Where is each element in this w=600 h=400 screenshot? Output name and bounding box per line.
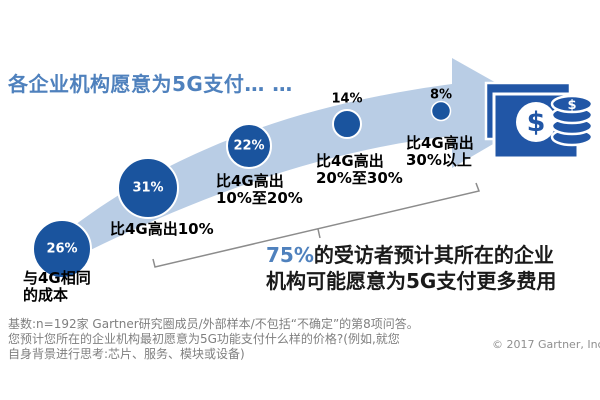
bubble-22 bbox=[226, 123, 272, 169]
bubble-value-26: 26% bbox=[46, 241, 78, 257]
footnote-line-3: 自身背景进行思考:芯片、服务、模块或设备) bbox=[8, 347, 245, 361]
dollar-circle-icon bbox=[516, 102, 556, 142]
bubble-label-line: 比4G高出 bbox=[406, 134, 474, 152]
annotation-callout: 75%的受访者预计其所在的企业 机构可能愿意为5G支付更多费用 bbox=[266, 242, 556, 294]
base-footnote: 基数:n=192家 Gartner研究圈成员/外部样本/不包括“不确定”的第8项… bbox=[8, 317, 478, 362]
bubble-31 bbox=[117, 157, 179, 219]
bubble-label-line: 比4G高出 bbox=[216, 172, 284, 190]
bubble-label-line: 与4G相同 bbox=[23, 269, 91, 287]
bubble-value-31: 31% bbox=[132, 180, 164, 196]
bubble-label-same-as-4g: 与4G相同 的成本 bbox=[23, 270, 91, 304]
annotation-line-2: 机构可能愿意为5G支付更多费用 bbox=[266, 269, 557, 293]
dollar-sign-icon: $ bbox=[527, 107, 546, 138]
bubble-value-14: 14% bbox=[331, 91, 363, 107]
annotation-bracket bbox=[152, 182, 481, 268]
annotation-highlight: 75% bbox=[266, 243, 314, 267]
bubble-label-line: 30%以上 bbox=[406, 151, 472, 169]
bubble-label-line: 比4G高出 bbox=[316, 152, 384, 170]
chart-title: 各企业机构愿意为5G支付… … bbox=[8, 72, 293, 96]
bubble-label-10pct-more: 比4G高出10% bbox=[110, 221, 214, 238]
bubble-label-line: 的成本 bbox=[23, 286, 69, 304]
annotation-text: 的受访者预计其所在的企业 bbox=[313, 243, 554, 267]
bubble-14 bbox=[332, 109, 362, 139]
bubble-label-line: 比4G高出10% bbox=[110, 220, 214, 238]
bubble-label-line: 10%至20% bbox=[216, 189, 303, 207]
coin-stack-icon: $ bbox=[550, 94, 594, 147]
money-icon: $ $ bbox=[484, 81, 594, 160]
annotation-line-1: 75%的受访者预计其所在的企业 bbox=[266, 242, 556, 268]
footnote-line-2: 您预计您所在的企业机构最初愿意为5G功能支付什么样的价格?(例如,就您 bbox=[8, 332, 400, 346]
bubble-label-20-30pct-more: 比4G高出 20%至30% bbox=[316, 153, 403, 187]
bubble-value-22: 22% bbox=[233, 138, 265, 154]
bubble-label-30pct-plus: 比4G高出 30%以上 bbox=[406, 135, 474, 169]
bubble-26 bbox=[32, 219, 92, 279]
bubble-value-8: 8% bbox=[429, 87, 453, 103]
coin-icon bbox=[550, 94, 594, 114]
bubble-8 bbox=[430, 100, 452, 122]
coin-dollar-sign-icon: $ bbox=[567, 98, 576, 113]
copyright-notice: © 2017 Gartner, Inc. bbox=[492, 338, 600, 351]
bubble-label-10-20pct-more: 比4G高出 10%至20% bbox=[216, 173, 303, 207]
footnote-line-1: 基数:n=192家 Gartner研究圈成员/外部样本/不包括“不确定”的第8项… bbox=[8, 317, 419, 331]
bubble-label-line: 20%至30% bbox=[316, 169, 403, 187]
